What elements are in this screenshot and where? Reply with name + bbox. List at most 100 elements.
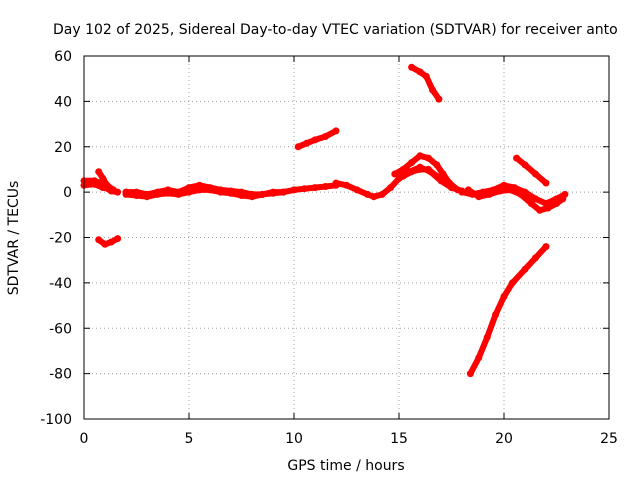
data-point bbox=[424, 165, 432, 173]
data-point bbox=[553, 200, 560, 207]
plot-frame bbox=[83, 55, 610, 420]
data-point bbox=[506, 186, 514, 194]
data-point bbox=[95, 168, 103, 176]
data-point bbox=[114, 235, 122, 243]
data-point bbox=[532, 170, 539, 178]
data-point bbox=[435, 95, 443, 103]
data-point bbox=[544, 204, 552, 212]
x-tick-label: 25 bbox=[600, 431, 618, 447]
data-point bbox=[399, 165, 407, 173]
data-trace bbox=[467, 243, 549, 377]
y-tick-label: -100 bbox=[40, 412, 72, 428]
data-point bbox=[508, 279, 516, 287]
data-point bbox=[416, 165, 424, 173]
data-point bbox=[196, 186, 203, 194]
x-tick-label: 20 bbox=[495, 431, 513, 447]
data-point bbox=[466, 370, 474, 378]
data-point bbox=[343, 181, 350, 189]
data-trace bbox=[123, 186, 287, 200]
data-point bbox=[353, 186, 361, 194]
data-point bbox=[521, 161, 529, 169]
y-tick-label: 40 bbox=[54, 94, 72, 110]
data-point bbox=[107, 238, 115, 246]
data-point bbox=[259, 190, 266, 198]
y-tick-label: -40 bbox=[49, 276, 72, 292]
data-point bbox=[164, 189, 172, 197]
y-tick-label: -80 bbox=[49, 367, 72, 383]
data-point bbox=[99, 184, 107, 192]
data-point bbox=[429, 86, 437, 94]
data-point bbox=[559, 195, 567, 203]
grid-lines bbox=[84, 56, 609, 419]
data-point bbox=[464, 186, 472, 194]
y-tick-label: 60 bbox=[54, 49, 72, 65]
axis-ticks: 0 5 10 15 20 25 60 40 20 0 -20 -40 -60 -80 -100 bbox=[40, 49, 618, 447]
data-point bbox=[500, 181, 508, 189]
data-point bbox=[387, 184, 395, 192]
data-point bbox=[322, 133, 329, 140]
data-point bbox=[95, 236, 103, 244]
data-point bbox=[206, 186, 214, 194]
x-tick-label: 0 bbox=[80, 431, 89, 447]
data-point bbox=[517, 190, 525, 198]
data-point bbox=[99, 175, 107, 182]
y-tick-label: -20 bbox=[49, 231, 72, 247]
data-point bbox=[433, 161, 441, 169]
data-point bbox=[378, 190, 386, 198]
data-point bbox=[290, 186, 298, 194]
data-point bbox=[513, 154, 521, 162]
data-point bbox=[475, 354, 483, 362]
data-point bbox=[101, 240, 109, 248]
data-point bbox=[311, 136, 319, 144]
data-point bbox=[294, 143, 302, 151]
x-tick-label: 5 bbox=[185, 431, 194, 447]
data-point bbox=[154, 190, 161, 198]
data-point bbox=[483, 333, 491, 341]
data-point bbox=[122, 190, 130, 198]
data-point bbox=[408, 159, 416, 167]
data-point bbox=[542, 243, 550, 251]
data-point bbox=[332, 127, 340, 135]
data-point bbox=[450, 184, 458, 192]
data-point bbox=[280, 188, 287, 196]
data-point bbox=[475, 193, 483, 201]
data-point bbox=[227, 189, 235, 197]
x-tick-label: 15 bbox=[390, 431, 408, 447]
data-point bbox=[441, 179, 449, 187]
y-tick-label: -60 bbox=[49, 321, 72, 337]
data-point bbox=[416, 152, 424, 160]
y-tick-label: 20 bbox=[54, 140, 72, 156]
data-point bbox=[521, 265, 529, 273]
data-point bbox=[485, 190, 493, 198]
data-point bbox=[424, 154, 432, 162]
data-point bbox=[422, 72, 430, 80]
data-point bbox=[416, 68, 424, 76]
data-point bbox=[301, 185, 308, 193]
data-point bbox=[322, 183, 329, 190]
data-point bbox=[91, 180, 98, 188]
data-point bbox=[248, 193, 256, 201]
data-point bbox=[458, 188, 466, 196]
data-point bbox=[332, 179, 340, 187]
data-trace bbox=[408, 64, 442, 103]
y-axis-label: SDTVAR / TECUs bbox=[6, 181, 22, 296]
data-point bbox=[492, 311, 500, 319]
data-point bbox=[527, 200, 535, 207]
data-point bbox=[269, 189, 277, 197]
data-point bbox=[532, 254, 539, 262]
x-axis-label: GPS time / hours bbox=[287, 458, 404, 474]
data-point bbox=[433, 172, 441, 180]
data-point bbox=[536, 206, 544, 214]
data-point bbox=[143, 193, 151, 201]
data-point bbox=[391, 170, 399, 178]
data-point bbox=[303, 139, 311, 147]
data-point bbox=[439, 170, 447, 178]
chart-title: Day 102 of 2025, Sidereal Day-to-day VTE… bbox=[53, 22, 618, 38]
data-point bbox=[399, 172, 407, 180]
data-point bbox=[185, 188, 193, 196]
data-point bbox=[408, 63, 416, 71]
data-point bbox=[364, 190, 371, 198]
data-point bbox=[109, 186, 117, 194]
data-point bbox=[133, 192, 140, 199]
